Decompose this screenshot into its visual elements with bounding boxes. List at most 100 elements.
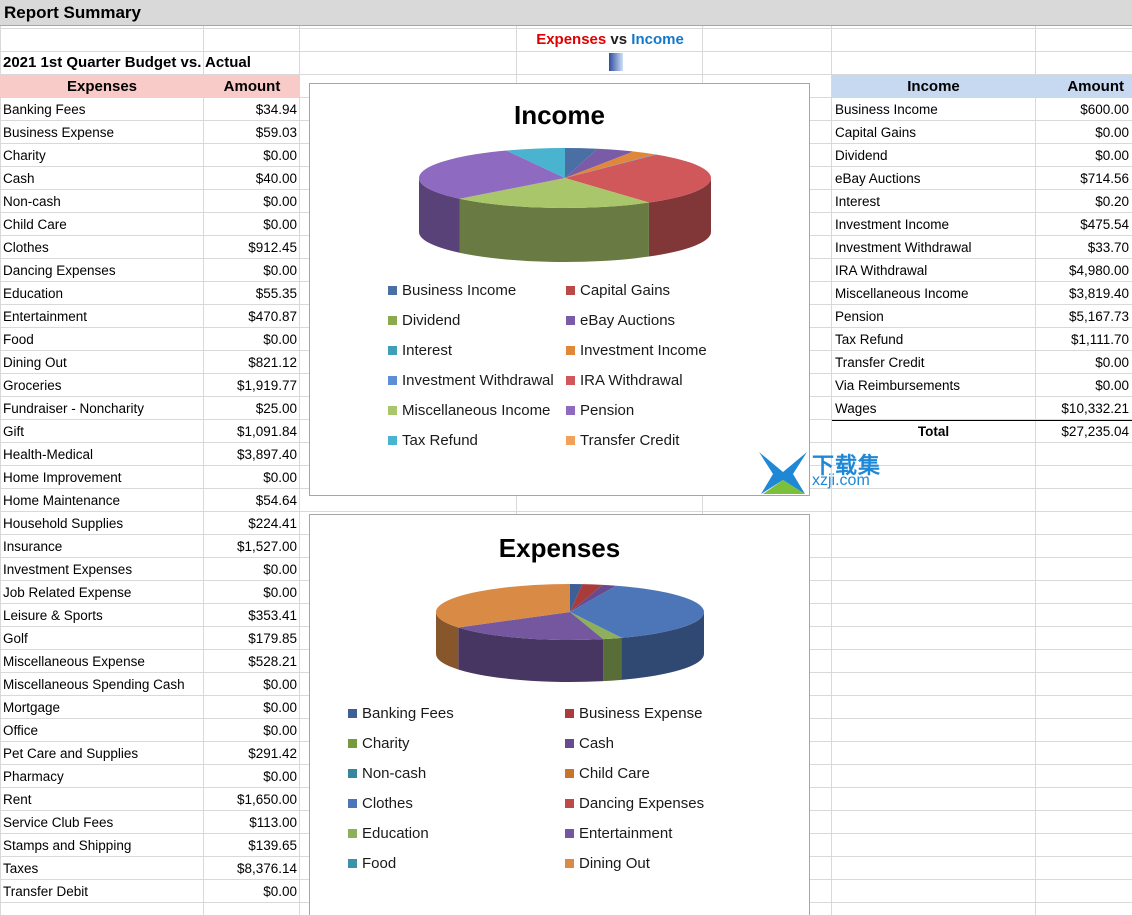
- expenses-amount-cell[interactable]: $0.00: [263, 263, 297, 278]
- income-amount-cell[interactable]: $600.00: [1080, 102, 1129, 117]
- expenses-category-cell[interactable]: Stamps and Shipping: [3, 838, 132, 853]
- income-category-cell[interactable]: Investment Income: [835, 217, 950, 232]
- expenses-category-cell[interactable]: Fundraiser - Noncharity: [3, 401, 145, 416]
- expenses-category-cell[interactable]: Home Improvement: [3, 470, 122, 485]
- expenses-category-cell[interactable]: Pharmacy: [3, 769, 64, 784]
- expenses-category-cell[interactable]: Cash: [3, 171, 35, 186]
- expenses-category-cell[interactable]: Charity: [3, 148, 46, 163]
- income-category-cell[interactable]: Investment Withdrawal: [835, 240, 972, 255]
- expenses-amount-cell[interactable]: $0.00: [263, 884, 297, 899]
- expenses-category-cell[interactable]: Insurance: [3, 539, 63, 554]
- expenses-amount-cell[interactable]: $0.00: [263, 700, 297, 715]
- expenses-category-cell[interactable]: Education: [3, 286, 64, 301]
- expenses-category-cell[interactable]: Household Supplies: [3, 516, 124, 531]
- income-total-label[interactable]: Total: [832, 419, 1035, 443]
- expenses-category-cell[interactable]: Golf: [3, 631, 28, 646]
- expenses-amount-cell[interactable]: $0.00: [263, 217, 297, 232]
- income-amount-cell[interactable]: $0.00: [1095, 148, 1129, 163]
- expenses-amount-cell[interactable]: $1,527.00: [236, 539, 297, 554]
- expenses-chart[interactable]: Expenses Banking Fees Business Expense Cha…: [309, 514, 810, 915]
- income-amount-cell[interactable]: $475.54: [1080, 217, 1129, 232]
- income-category-cell[interactable]: Via Reimbursements: [835, 378, 961, 393]
- expenses-category-cell[interactable]: Dancing Expenses: [3, 263, 116, 278]
- income-category-cell[interactable]: Miscellaneous Income: [835, 286, 969, 301]
- expenses-category-cell[interactable]: Gift: [3, 424, 25, 439]
- expenses-amount-cell[interactable]: $1,919.77: [236, 378, 297, 393]
- expenses-category-cell[interactable]: Banking Fees: [3, 102, 86, 117]
- expenses-amount-cell[interactable]: $59.03: [255, 125, 297, 140]
- income-category-cell[interactable]: IRA Withdrawal: [835, 263, 928, 278]
- income-category-cell[interactable]: Wages: [835, 400, 877, 416]
- income-amount-cell[interactable]: $0.00: [1095, 125, 1129, 140]
- expenses-category-cell[interactable]: Pet Care and Supplies: [3, 746, 139, 761]
- expenses-category-cell[interactable]: Job Related Expense: [3, 585, 132, 600]
- income-amount-cell[interactable]: $0.00: [1095, 378, 1129, 393]
- expenses-category-cell[interactable]: Health-Medical: [3, 447, 94, 462]
- expenses-category-cell[interactable]: Transfer Debit: [3, 884, 89, 899]
- expenses-category-cell[interactable]: Mortgage: [3, 700, 61, 715]
- income-amount-cell[interactable]: $3,819.40: [1068, 286, 1129, 301]
- income-amount-cell[interactable]: $10,332.21: [1061, 400, 1129, 416]
- expenses-amount-cell[interactable]: $54.64: [255, 493, 297, 508]
- income-amount-cell[interactable]: $5,167.73: [1068, 309, 1129, 324]
- expenses-category-cell[interactable]: Office: [3, 723, 39, 738]
- expenses-amount-cell[interactable]: $40.00: [255, 171, 297, 186]
- expenses-category-cell[interactable]: Food: [3, 332, 34, 347]
- expenses-category-cell[interactable]: Business Expense: [3, 125, 115, 140]
- expenses-amount-cell[interactable]: $3,897.40: [236, 447, 297, 462]
- expenses-amount-cell[interactable]: $821.12: [248, 355, 297, 370]
- expenses-amount-cell[interactable]: $8,376.14: [236, 861, 297, 876]
- income-category-cell[interactable]: Interest: [835, 194, 881, 209]
- expenses-category-cell[interactable]: Service Club Fees: [3, 815, 114, 830]
- expenses-amount-cell[interactable]: $0.00: [263, 194, 297, 209]
- expenses-amount-cell[interactable]: $353.41: [248, 608, 297, 623]
- income-category-cell[interactable]: Capital Gains: [835, 125, 917, 140]
- income-total-amount[interactable]: $27,235.04: [1035, 419, 1132, 443]
- income-amount-cell[interactable]: $33.70: [1087, 240, 1129, 255]
- income-amount-cell[interactable]: $0.20: [1095, 194, 1129, 209]
- expenses-amount-cell[interactable]: $0.00: [263, 470, 297, 485]
- expenses-amount-cell[interactable]: $0.00: [263, 677, 297, 692]
- expenses-amount-cell[interactable]: $1,650.00: [236, 792, 297, 807]
- expenses-amount-cell[interactable]: $0.00: [263, 562, 297, 577]
- expenses-amount-cell[interactable]: $25.00: [255, 401, 297, 416]
- expenses-category-cell[interactable]: Home Maintenance: [3, 493, 121, 508]
- income-category-cell[interactable]: eBay Auctions: [835, 171, 921, 186]
- expenses-amount-cell[interactable]: $34.94: [255, 102, 297, 117]
- expenses-category-cell[interactable]: Rent: [3, 792, 32, 807]
- expenses-category-cell[interactable]: Taxes: [3, 861, 39, 876]
- expenses-amount-cell[interactable]: $179.85: [248, 631, 297, 646]
- expenses-amount-cell[interactable]: $224.41: [248, 516, 297, 531]
- expenses-amount-cell[interactable]: $139.65: [248, 838, 297, 853]
- expenses-category-cell[interactable]: Miscellaneous Spending Cash: [3, 677, 185, 692]
- income-chart[interactable]: Income Business Income Capital Gains Divid…: [309, 83, 810, 496]
- expenses-category-cell[interactable]: Miscellaneous Expense: [3, 654, 145, 669]
- expenses-amount-cell[interactable]: $0.00: [263, 332, 297, 347]
- expenses-amount-cell[interactable]: $1,091.84: [236, 424, 297, 439]
- expenses-amount-cell[interactable]: $0.00: [263, 148, 297, 163]
- income-category-cell[interactable]: Business Income: [835, 102, 938, 117]
- income-amount-cell[interactable]: $4,980.00: [1068, 263, 1129, 278]
- expenses-category-cell[interactable]: Dining Out: [3, 355, 67, 370]
- expenses-amount-cell[interactable]: $55.35: [255, 286, 297, 301]
- expenses-category-cell[interactable]: Investment Expenses: [3, 562, 133, 577]
- income-amount-cell[interactable]: $714.56: [1080, 171, 1129, 186]
- expenses-amount-cell[interactable]: $0.00: [263, 723, 297, 738]
- expenses-amount-cell[interactable]: $291.42: [248, 746, 297, 761]
- expenses-amount-cell[interactable]: $113.00: [249, 815, 297, 830]
- expenses-amount-cell[interactable]: $470.87: [248, 309, 297, 324]
- expenses-category-cell[interactable]: Leisure & Sports: [3, 608, 103, 623]
- expenses-category-cell[interactable]: Non-cash: [3, 194, 61, 209]
- expenses-category-cell[interactable]: Entertainment: [3, 309, 88, 324]
- expenses-category-cell[interactable]: Child Care: [3, 217, 67, 232]
- expenses-amount-cell[interactable]: $528.21: [248, 654, 297, 669]
- expenses-header[interactable]: Expenses: [0, 75, 204, 98]
- income-category-cell[interactable]: Transfer Credit: [835, 355, 925, 370]
- income-category-cell[interactable]: Pension: [835, 309, 884, 324]
- income-category-cell[interactable]: Dividend: [835, 148, 888, 163]
- income-amount-cell[interactable]: $0.00: [1095, 355, 1129, 370]
- expenses-category-cell[interactable]: Clothes: [3, 240, 49, 255]
- expenses-category-cell[interactable]: Groceries: [3, 378, 62, 393]
- expenses-amount-cell[interactable]: $0.00: [263, 585, 297, 600]
- income-category-cell[interactable]: Tax Refund: [835, 332, 904, 347]
